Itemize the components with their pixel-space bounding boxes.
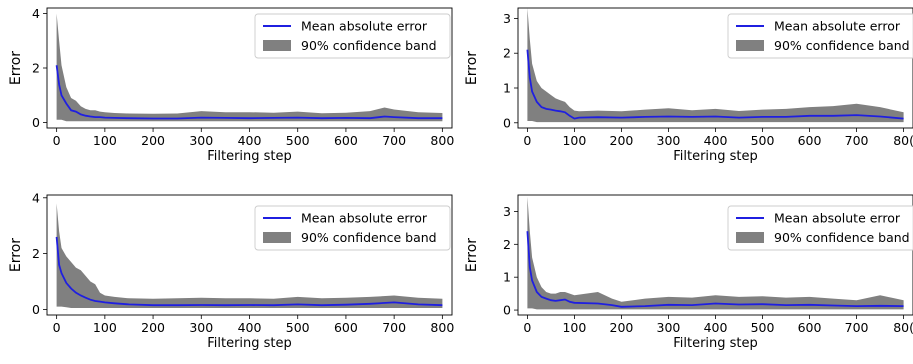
legend-mean-label: Mean absolute error bbox=[301, 19, 428, 34]
legend-band-label: 90% confidence band bbox=[301, 38, 437, 53]
y-tick-label: 2 bbox=[32, 246, 40, 261]
x-tick-label: 100 bbox=[562, 320, 586, 335]
x-tick-label: 500 bbox=[751, 133, 775, 148]
x-tick-label: 700 bbox=[845, 320, 869, 335]
y-tick-label: 0 bbox=[32, 115, 40, 130]
legend-mean-label: Mean absolute error bbox=[301, 211, 428, 226]
x-tick-label: 400 bbox=[704, 133, 728, 148]
x-tick-label: 300 bbox=[657, 320, 681, 335]
x-tick-label: 200 bbox=[610, 133, 634, 148]
chart-svg: 0 100 200 300 400 500 600 700 80( 0 1 2 3 Filtering s… bbox=[464, 7, 913, 164]
y-tick-label: 4 bbox=[32, 190, 40, 205]
y-tick-label: 0 bbox=[32, 302, 40, 317]
y-tick-label: 0 bbox=[503, 303, 511, 318]
x-tick-label: 800 bbox=[430, 133, 454, 148]
legend-band-swatch bbox=[736, 232, 764, 243]
x-tick-label: 400 bbox=[704, 320, 728, 335]
y-axis-label: Error bbox=[8, 51, 24, 85]
x-tick-label: 300 bbox=[189, 320, 213, 335]
x-axis-label: Filtering step bbox=[673, 149, 758, 164]
chart-panel: 0 100 200 300 400 500 600 700 800 0 2 4 Filtering st… bbox=[0, 0, 456, 178]
x-tick-label: 200 bbox=[610, 320, 634, 335]
chart-panel: 0 100 200 300 400 500 600 700 800 0 2 4 Filtering st… bbox=[0, 180, 456, 360]
x-tick-label: 500 bbox=[751, 320, 775, 335]
chart-panel: 0 100 200 300 400 500 600 700 80( 0 1 2 3 Filtering s… bbox=[456, 180, 913, 360]
x-tick-label: 500 bbox=[286, 320, 310, 335]
legend-band-swatch bbox=[736, 40, 764, 51]
x-tick-label: 100 bbox=[93, 320, 117, 335]
confidence-band-area bbox=[56, 13, 443, 122]
y-tick-label: 2 bbox=[503, 237, 511, 252]
x-axis-label: Filtering step bbox=[207, 336, 292, 351]
confidence-band-area bbox=[527, 8, 904, 123]
y-tick-label: 1 bbox=[503, 81, 511, 96]
legend-band-label: 90% confidence band bbox=[301, 230, 437, 245]
mean-error-line bbox=[55, 236, 443, 307]
x-tick-label: 80( bbox=[893, 133, 913, 148]
x-tick-label: 100 bbox=[562, 133, 586, 148]
x-tick-label: 200 bbox=[141, 320, 165, 335]
y-tick-label: 2 bbox=[32, 61, 40, 76]
mean-error-line bbox=[55, 65, 443, 120]
x-tick-label: 300 bbox=[189, 133, 213, 148]
x-tick-label: 200 bbox=[141, 133, 165, 148]
x-tick-label: 600 bbox=[798, 133, 822, 148]
x-tick-label: 400 bbox=[238, 133, 262, 148]
x-tick-label: 0 bbox=[523, 133, 531, 148]
y-tick-label: 1 bbox=[503, 270, 511, 285]
chart-svg: 0 100 200 300 400 500 600 700 80( 0 1 2 3 Filtering s… bbox=[464, 194, 913, 351]
x-tick-label: 100 bbox=[93, 133, 117, 148]
x-axis-label: Filtering step bbox=[673, 336, 758, 351]
x-tick-label: 0 bbox=[53, 133, 61, 148]
legend-box bbox=[254, 13, 451, 59]
x-tick-label: 600 bbox=[798, 320, 822, 335]
legend-mean-label: Mean absolute error bbox=[774, 211, 901, 226]
confidence-band-area bbox=[527, 196, 904, 310]
mean-error-line bbox=[526, 231, 904, 308]
x-tick-label: 300 bbox=[657, 133, 681, 148]
y-tick-label: 3 bbox=[503, 204, 511, 219]
x-tick-label: 80( bbox=[893, 320, 913, 335]
mean-error-line bbox=[526, 49, 904, 120]
y-axis-label: Error bbox=[464, 51, 480, 85]
chart-panel: 0 100 200 300 400 500 600 700 80( 0 1 2 3 Filtering s… bbox=[456, 0, 913, 178]
legend-box bbox=[727, 205, 913, 251]
y-axis-label: Error bbox=[464, 238, 480, 272]
x-tick-label: 700 bbox=[382, 133, 406, 148]
x-tick-label: 0 bbox=[523, 320, 531, 335]
x-tick-label: 700 bbox=[382, 320, 406, 335]
legend-band-label: 90% confidence band bbox=[774, 230, 910, 245]
x-tick-label: 400 bbox=[238, 320, 262, 335]
legend-band-swatch bbox=[263, 232, 291, 243]
legend-box bbox=[727, 13, 913, 59]
y-tick-label: 0 bbox=[503, 115, 511, 130]
y-tick-label: 2 bbox=[503, 46, 511, 61]
y-axis-label: Error bbox=[8, 238, 24, 272]
x-tick-label: 600 bbox=[334, 320, 358, 335]
x-tick-label: 700 bbox=[845, 133, 869, 148]
legend-box bbox=[254, 205, 451, 251]
confidence-band-area bbox=[56, 203, 443, 308]
x-tick-label: 800 bbox=[430, 320, 454, 335]
legend-mean-label: Mean absolute error bbox=[774, 19, 901, 34]
x-axis-label: Filtering step bbox=[207, 149, 292, 164]
chart-svg: 0 100 200 300 400 500 600 700 800 0 2 4 Filtering st… bbox=[8, 6, 454, 164]
y-tick-label: 4 bbox=[32, 6, 40, 21]
legend-band-label: 90% confidence band bbox=[774, 38, 910, 53]
y-tick-label: 3 bbox=[503, 11, 511, 26]
x-tick-label: 500 bbox=[286, 133, 310, 148]
legend-band-swatch bbox=[263, 40, 291, 51]
x-tick-label: 600 bbox=[334, 133, 358, 148]
chart-svg: 0 100 200 300 400 500 600 700 800 0 2 4 Filtering st… bbox=[8, 190, 454, 351]
x-tick-label: 0 bbox=[53, 320, 61, 335]
